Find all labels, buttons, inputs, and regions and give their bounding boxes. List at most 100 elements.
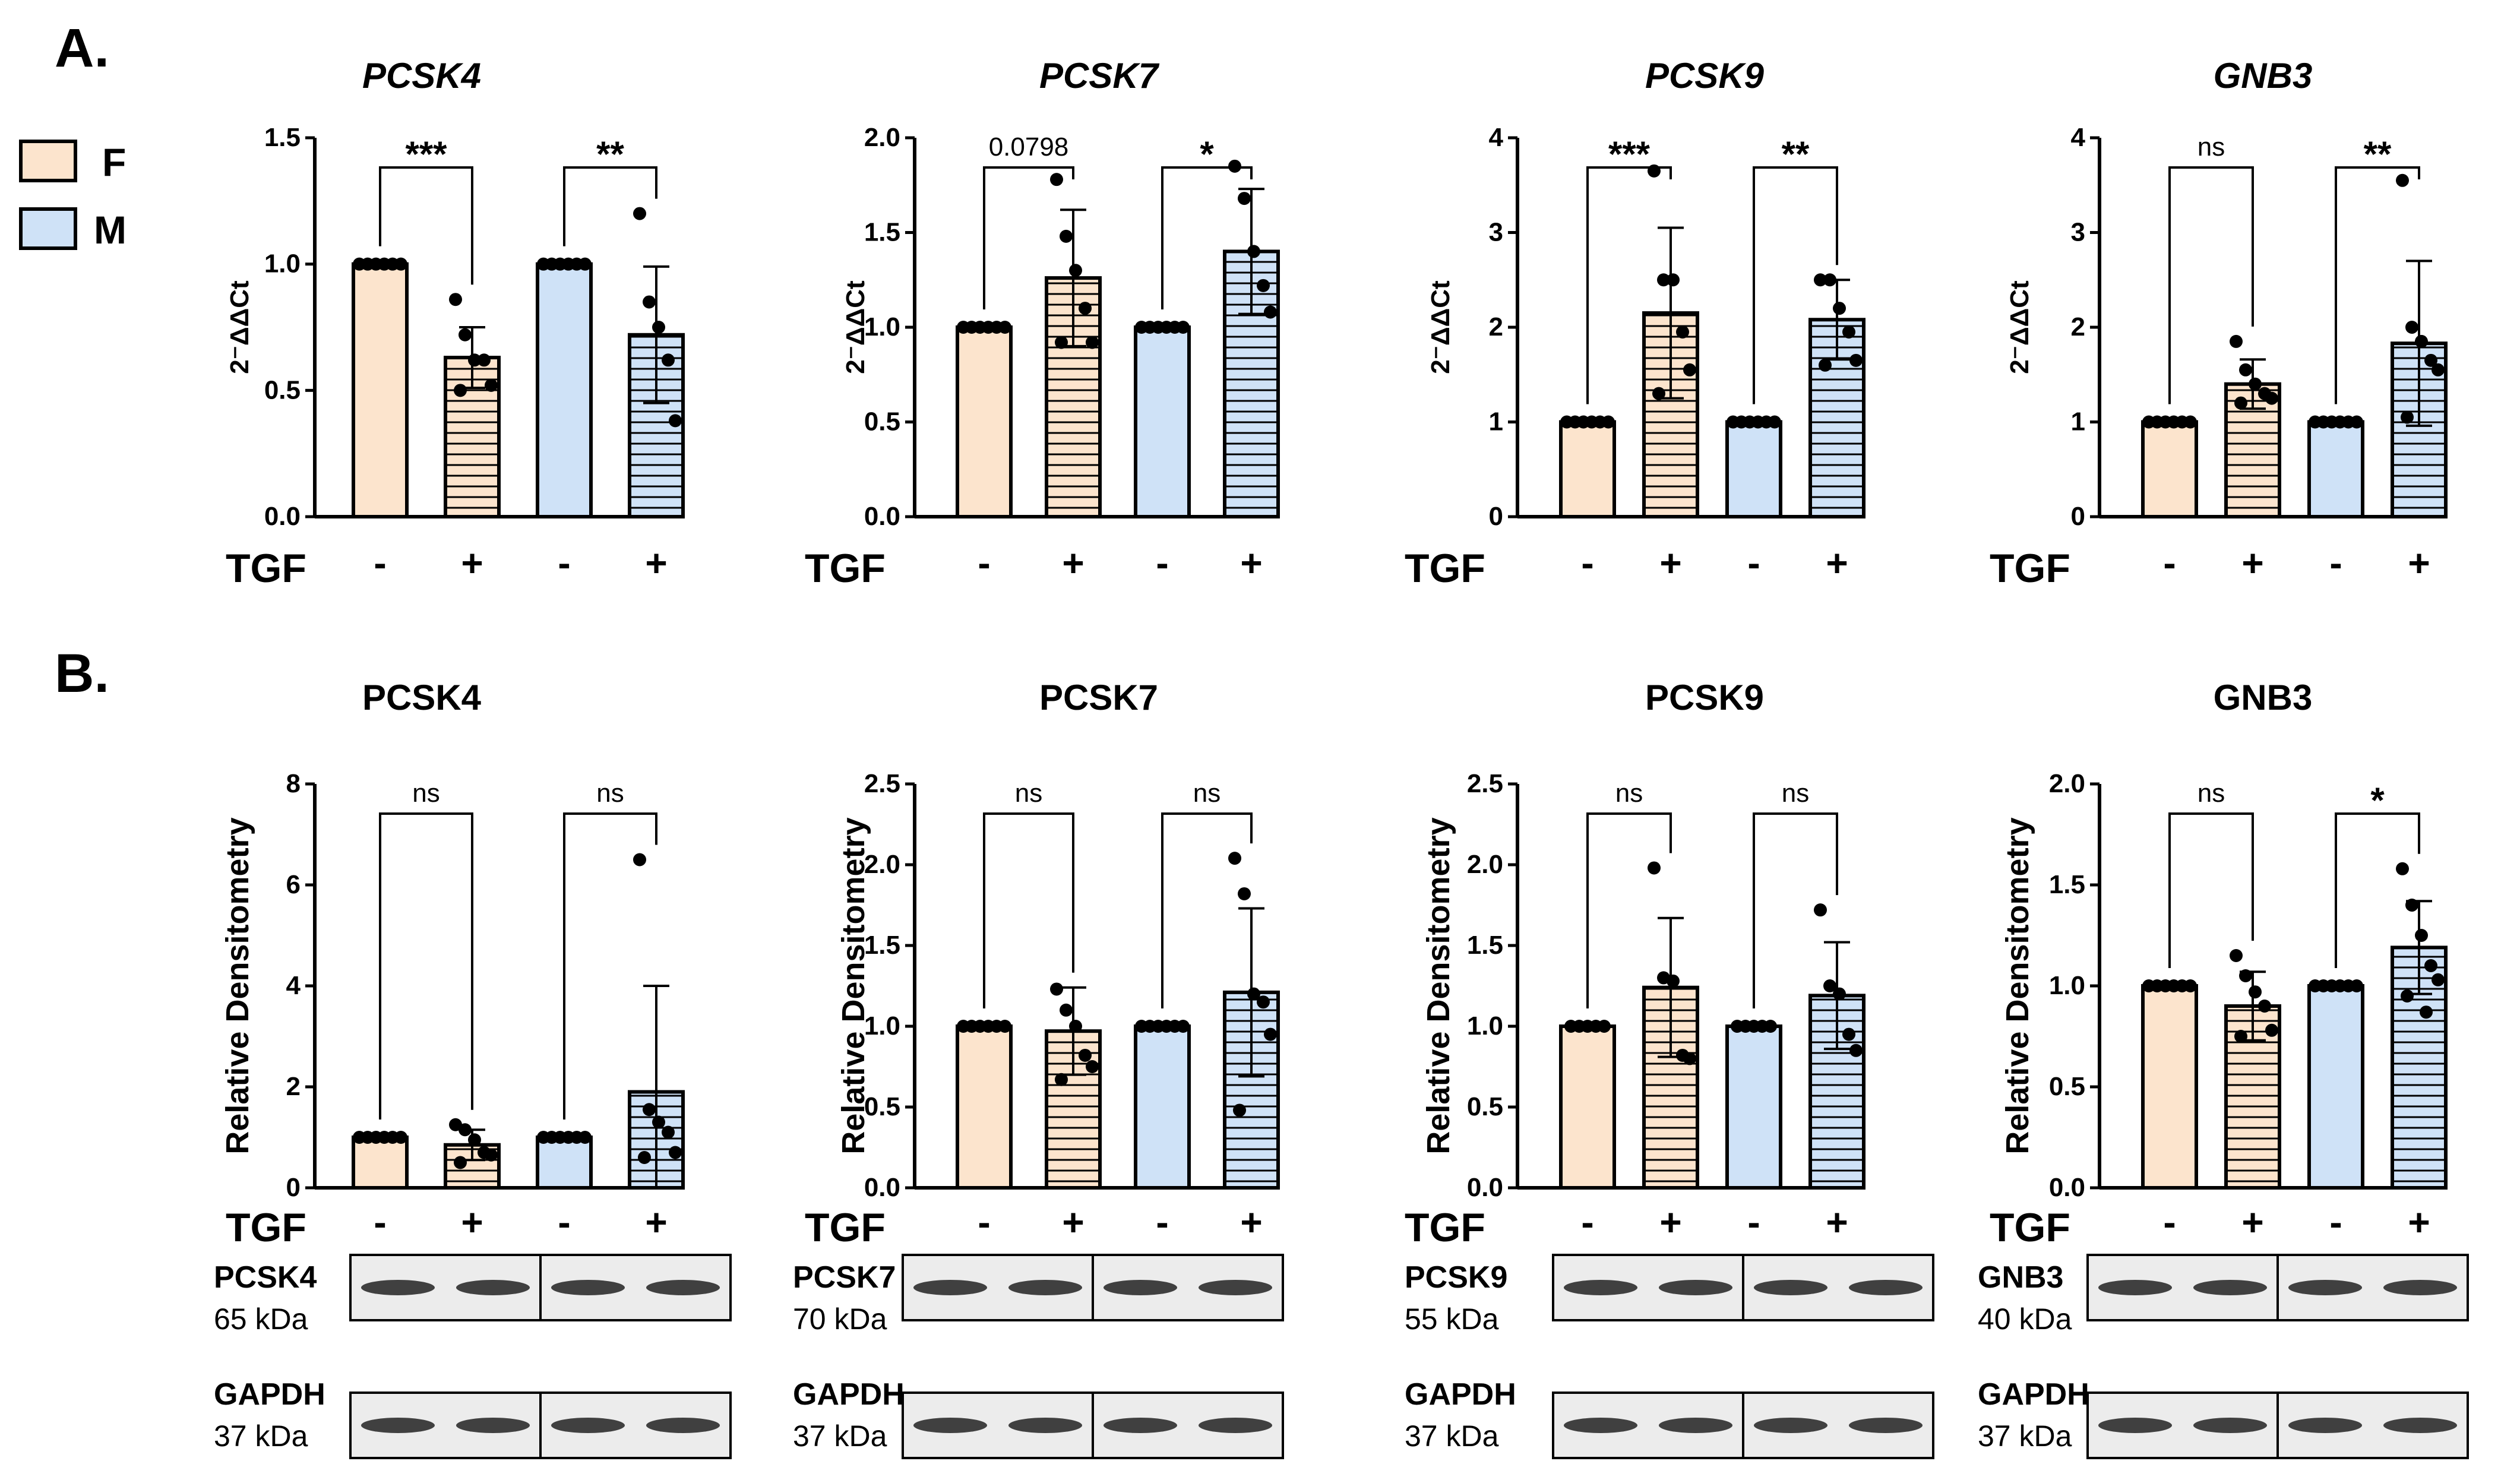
data-point: [643, 295, 656, 309]
data-point: [633, 207, 646, 220]
data-point: [2415, 929, 2428, 942]
blot-target-label: PCSK9: [1405, 1260, 1507, 1295]
data-point: [1069, 1020, 1082, 1033]
data-point: [1833, 302, 1846, 315]
data-point: [652, 1115, 665, 1129]
data-point: [1247, 245, 1260, 258]
blot-loading-kda: 37 kDa: [1978, 1419, 2072, 1453]
blot-band: [1849, 1280, 1923, 1295]
bar-f-tgf-minus: [956, 1024, 1013, 1190]
x-tick-label: -: [558, 542, 570, 584]
x-tick-label: +: [461, 1201, 483, 1244]
data-point: [1264, 1027, 1277, 1041]
data-point: [2350, 979, 2363, 992]
significance-label: **: [2364, 134, 2392, 174]
blot-band: [2098, 1280, 2172, 1295]
data-point: [1069, 264, 1082, 277]
chart-title: PCSK4: [362, 56, 481, 96]
significance-bracket: [563, 812, 657, 1120]
significance-label: ns: [1015, 779, 1042, 808]
bar-m-tgf-minus: [536, 1136, 593, 1190]
blot-band: [2288, 1280, 2362, 1295]
data-point: [2396, 173, 2409, 187]
panel-label-b: B.: [55, 643, 109, 704]
y-axis-label: Relative Densitometry: [220, 817, 255, 1154]
data-point: [485, 378, 498, 392]
blot-loading-kda: 37 kDa: [214, 1419, 308, 1453]
blot-band: [1199, 1418, 1272, 1433]
x-tick-label: -: [1581, 1201, 1593, 1244]
x-tick-label: -: [1156, 1201, 1168, 1244]
data-point: [2230, 334, 2243, 348]
data-point: [2432, 973, 2445, 986]
data-point: [2184, 415, 2197, 429]
y-tick-label: 4: [286, 971, 301, 1000]
x-tick-label: -: [1747, 542, 1760, 584]
data-point: [1823, 979, 1836, 992]
data-point: [633, 853, 646, 867]
x-axis-title: TGF: [1405, 546, 1485, 591]
blot-band: [1564, 1418, 1637, 1433]
significance-label: **: [1782, 134, 1810, 174]
chart-title: PCSK9: [1645, 56, 1765, 96]
data-point: [2234, 1030, 2247, 1043]
y-tick-label: 6: [286, 870, 301, 899]
significance-bracket: [379, 166, 473, 285]
data-point: [1667, 273, 1680, 287]
significance-label: 0.0798: [989, 132, 1069, 162]
blot-band: [2098, 1418, 2172, 1433]
y-tick-label: 0.5: [264, 375, 301, 404]
data-point: [449, 293, 462, 306]
data-point: [2265, 1023, 2278, 1037]
blot-band: [551, 1280, 625, 1295]
blot-loading-kda: 37 kDa: [1405, 1419, 1499, 1453]
significance-label: *: [1200, 134, 1214, 174]
data-point: [578, 1131, 592, 1144]
bar-f-tgf-minus: [1559, 420, 1616, 518]
legend-swatch-f: [19, 140, 77, 182]
data-point: [1602, 415, 1615, 429]
x-tick-label: +: [461, 542, 483, 584]
significance-label: **: [596, 134, 624, 174]
y-tick-label: 1.0: [2049, 971, 2085, 1000]
data-point: [1657, 273, 1670, 287]
data-point: [2258, 1000, 2271, 1013]
y-tick-label: 2.5: [1467, 769, 1503, 798]
chart-4: PCSK4 0 2 4 6 8 Relative Densitometry - + - + TGF ns…: [220, 678, 685, 1250]
y-tick-label: 0.5: [864, 407, 900, 437]
data-point: [2239, 969, 2252, 982]
data-point: [485, 1148, 498, 1162]
x-tick-label: -: [2329, 542, 2342, 584]
data-point: [1228, 159, 1241, 173]
y-tick-label: 2.0: [864, 123, 900, 152]
y-tick-label: 0.0: [264, 502, 301, 531]
y-tick-label: 0: [1489, 502, 1503, 531]
blot-band: [1104, 1418, 1177, 1433]
data-point: [2239, 363, 2252, 377]
data-point: [2424, 353, 2437, 367]
bar-m-tgf-minus: [1725, 420, 1782, 518]
y-axis-label: Relative Densitometry: [2000, 817, 2035, 1154]
data-point: [468, 1133, 481, 1147]
y-tick-label: 1.5: [264, 123, 301, 152]
x-tick-label: +: [1659, 1201, 1681, 1244]
significance-bracket: [983, 812, 1074, 1008]
data-point: [1819, 358, 1832, 372]
x-tick-label: -: [1156, 542, 1168, 584]
y-tick-label: 0: [2071, 502, 2085, 531]
data-point: [652, 321, 665, 334]
data-point: [1264, 305, 1277, 319]
blot-band: [2193, 1280, 2267, 1295]
data-point: [998, 321, 1011, 334]
data-point: [638, 1151, 651, 1164]
blot-band: [456, 1418, 530, 1433]
data-point: [1060, 229, 1073, 243]
significance-label: ns: [596, 779, 624, 808]
blot-band: [1008, 1280, 1082, 1295]
y-tick-label: 1.0: [264, 249, 301, 279]
bar-f-tgf-minus: [956, 325, 1013, 518]
data-point: [2424, 959, 2437, 972]
data-point: [1764, 1020, 1777, 1033]
data-point: [1598, 1020, 1611, 1033]
blot-band: [913, 1280, 987, 1295]
